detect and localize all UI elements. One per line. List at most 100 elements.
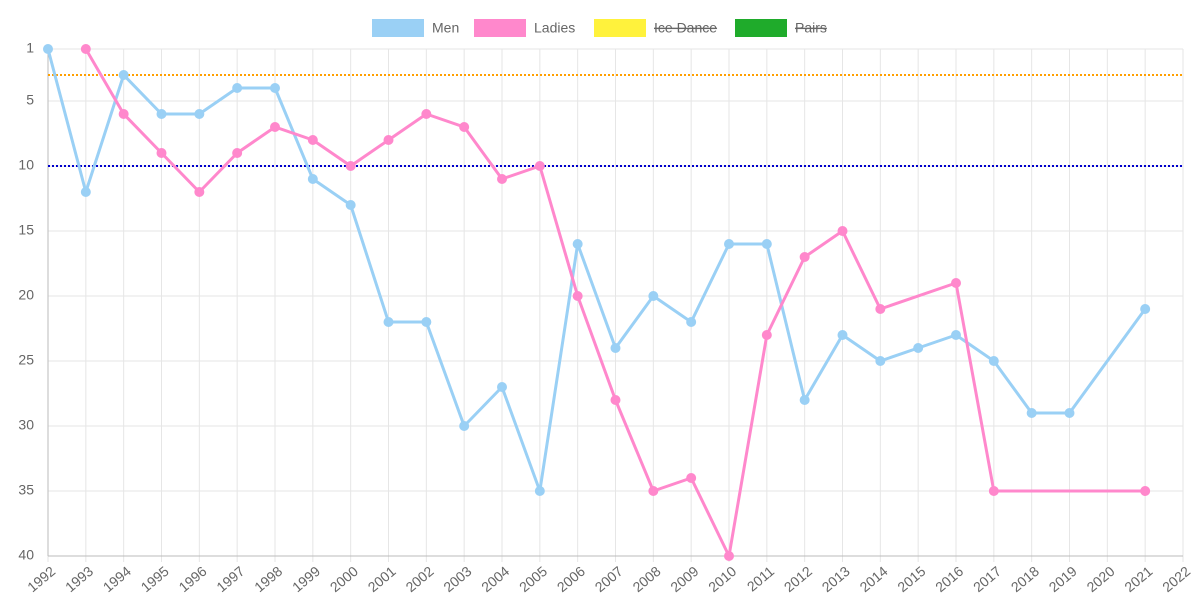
data-point <box>497 174 507 184</box>
data-point <box>156 148 167 158</box>
legend-label[interactable]: Men <box>432 20 459 36</box>
x-tick-label: 2001 <box>365 563 399 595</box>
x-tick-label: 2012 <box>781 563 815 595</box>
x-tick-label: 2021 <box>1121 563 1155 595</box>
data-point <box>799 252 810 262</box>
x-tick-label: 2018 <box>1008 563 1042 595</box>
x-tick-label: 1999 <box>289 563 323 595</box>
data-point <box>686 473 697 483</box>
data-point <box>194 187 205 197</box>
data-point <box>610 395 621 405</box>
x-tick-label: 1998 <box>251 563 285 595</box>
x-tick-label: 1994 <box>100 563 134 595</box>
x-tick-label: 2005 <box>516 563 550 595</box>
x-tick-label: 2015 <box>894 563 928 595</box>
data-point <box>1026 408 1037 418</box>
data-point <box>913 343 924 353</box>
x-tick-label: 2019 <box>1046 563 1080 595</box>
data-point <box>951 278 961 288</box>
data-point <box>497 382 507 392</box>
data-point <box>118 109 129 119</box>
legend-label[interactable]: Ice Dance <box>654 20 717 36</box>
data-point <box>1140 486 1151 496</box>
data-point <box>270 122 280 132</box>
data-point <box>572 291 583 301</box>
x-tick-label: 2020 <box>1083 563 1117 595</box>
data-point <box>307 174 318 184</box>
data-point <box>988 356 999 366</box>
y-tick-label: 1 <box>26 40 34 56</box>
legend-swatch[interactable] <box>372 19 424 37</box>
x-tick-label: 2007 <box>592 563 626 595</box>
legend-swatch[interactable] <box>735 19 787 37</box>
data-point <box>383 317 394 327</box>
data-point <box>951 330 961 340</box>
y-tick-label: 40 <box>18 547 34 563</box>
data-point <box>724 239 734 249</box>
data-point <box>232 148 243 158</box>
data-point <box>1064 408 1075 418</box>
legend-swatch[interactable] <box>474 19 526 37</box>
data-point <box>156 109 167 119</box>
x-tick-label: 1996 <box>175 563 209 595</box>
data-point <box>459 421 470 431</box>
data-point <box>761 239 772 249</box>
data-point <box>307 135 318 145</box>
data-point <box>80 44 91 54</box>
data-point <box>534 161 545 171</box>
x-tick-label: 2013 <box>819 563 853 595</box>
data-point <box>837 226 848 236</box>
data-point <box>80 187 91 197</box>
y-tick-label: 10 <box>18 157 34 173</box>
data-point <box>232 83 243 93</box>
x-tick-label: 2003 <box>440 563 474 595</box>
y-tick-label: 15 <box>18 222 34 238</box>
data-point <box>761 330 772 340</box>
x-tick-label: 2008 <box>629 563 663 595</box>
x-tick-label: 1997 <box>213 563 247 595</box>
y-tick-label: 35 <box>18 482 34 498</box>
y-tick-label: 5 <box>26 92 34 108</box>
x-tick-label: 2004 <box>478 563 512 595</box>
x-tick-label: 1992 <box>24 563 58 595</box>
y-tick-label: 30 <box>18 417 34 433</box>
data-point <box>459 122 470 132</box>
data-point <box>875 304 886 314</box>
y-tick-label: 20 <box>18 287 34 303</box>
data-point <box>345 161 356 171</box>
x-tick-label: 2009 <box>667 563 701 595</box>
data-point <box>383 135 394 145</box>
data-point <box>345 200 356 210</box>
legend-label[interactable]: Ladies <box>534 20 575 36</box>
data-point <box>572 239 583 249</box>
data-point <box>1140 304 1151 314</box>
data-point <box>837 330 848 340</box>
data-point <box>988 486 999 496</box>
y-tick-label: 25 <box>18 352 34 368</box>
x-tick-label: 2002 <box>402 563 436 595</box>
data-point <box>610 343 621 353</box>
data-point <box>724 551 734 561</box>
data-point <box>534 486 545 496</box>
legend-label[interactable]: Pairs <box>795 20 827 36</box>
x-tick-label: 1993 <box>62 563 96 595</box>
data-point <box>686 317 697 327</box>
x-tick-label: 2017 <box>970 563 1004 595</box>
data-point <box>270 83 280 93</box>
legend-swatch[interactable] <box>594 19 646 37</box>
data-point <box>648 486 659 496</box>
x-tick-label: 2010 <box>705 563 739 595</box>
data-point <box>875 356 886 366</box>
data-point <box>118 70 129 80</box>
x-tick-label: 2006 <box>554 563 588 595</box>
x-tick-label: 2011 <box>744 563 778 595</box>
data-point <box>648 291 659 301</box>
x-tick-label: 2014 <box>856 563 890 595</box>
x-tick-label: 1995 <box>138 563 172 595</box>
data-point <box>421 109 432 119</box>
data-point <box>194 109 205 119</box>
data-point <box>421 317 432 327</box>
x-tick-label: 2016 <box>932 563 966 595</box>
